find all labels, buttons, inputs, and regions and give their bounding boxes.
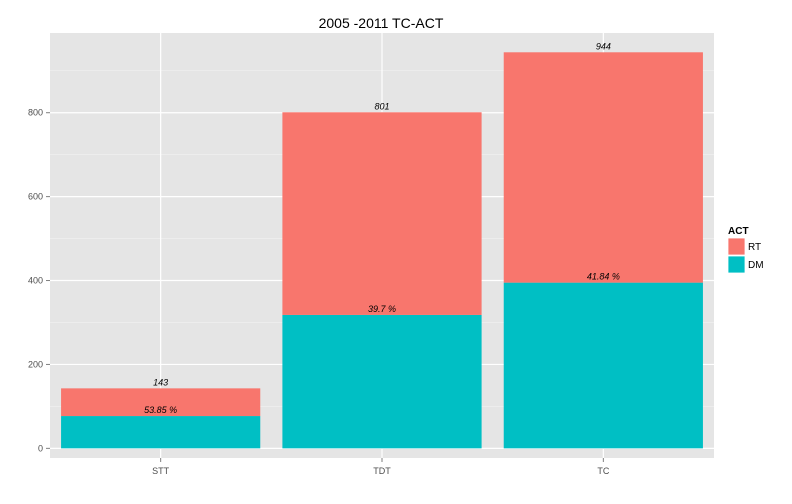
y-tick-label: 800 [28,108,43,118]
bar-dm-tc [503,282,703,449]
legend-label-rt: RT [748,242,761,253]
y-tick-label: 200 [28,359,43,369]
y-tick-label: 600 [28,192,43,202]
y-tick-label: 0 [38,443,43,453]
bar-rt-tdt [282,112,482,315]
bar-rt-tc [503,52,703,283]
x-tick-label: TC [597,466,609,476]
total-label: 801 [374,101,389,111]
x-tick-label: TDT [373,466,391,476]
bars [61,52,703,449]
total-label: 944 [596,41,611,51]
legend: ACT RT DM [727,226,764,274]
legend-key-rt [727,237,746,256]
percent-label: 53.85 % [144,405,177,415]
legend-title: ACT [728,226,749,237]
percent-label: 39.7 % [368,304,396,314]
y-tick-label: 400 [28,276,43,286]
data-labels: 143 53.85 % 801 39.7 % 944 41.84 % [144,41,620,415]
percent-label: 41.84 % [587,272,620,282]
legend-label-dm: DM [748,260,764,271]
x-tick-label: STT [152,466,170,476]
total-label: 143 [153,377,168,387]
legend-key-dm [727,255,746,274]
bar-dm-tdt [282,314,482,449]
bar-rt-stt [61,388,261,417]
axes: 0 200 400 600 800 STT TDT TC [28,108,610,476]
chart-title: 2005 -2011 TC-ACT [319,15,444,31]
bar-dm-stt [61,416,261,449]
